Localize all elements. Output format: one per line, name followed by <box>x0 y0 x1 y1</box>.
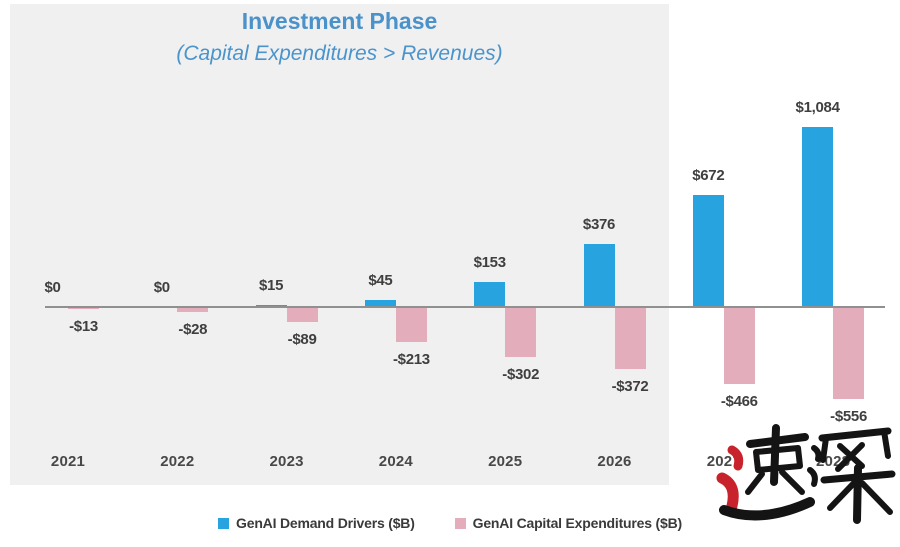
x-axis-tick-2021: 2021 <box>50 453 86 470</box>
capex-swatch-icon <box>454 517 466 529</box>
value-label-demand-2021: $0 <box>44 279 61 296</box>
bar-demand-2026 <box>583 244 615 308</box>
chart-header: Investment Phase (Capital Expenditures >… <box>10 8 669 66</box>
demand-swatch-icon <box>218 517 230 529</box>
value-label-demand-2028: $1,084 <box>795 98 840 116</box>
chart-subtitle: (Capital Expenditures > Revenues) <box>176 42 503 65</box>
bar-capex-2028 <box>833 307 865 400</box>
bar-capex-2026 <box>614 307 646 369</box>
x-axis-tick-2022: 2022 <box>160 453 195 470</box>
value-label-capex-2025: -$302 <box>502 366 540 384</box>
chart-legend: GenAI Demand Drivers ($B) GenAI Capital … <box>0 515 900 531</box>
bar-demand-2028 <box>802 126 834 308</box>
bar-demand-2024 <box>364 299 396 308</box>
value-label-demand-2023: $15 <box>259 276 284 294</box>
value-label-demand-2027: $672 <box>692 167 725 185</box>
legend-item-capex: GenAI Capital Expenditures ($B) <box>454 515 682 531</box>
bar-capex-2025 <box>505 307 537 358</box>
legend-item-demand: GenAI Demand Drivers ($B) <box>218 515 415 531</box>
legend-label-capex: GenAI Capital Expenditures ($B) <box>472 515 682 531</box>
value-label-demand-2026: $376 <box>582 216 616 234</box>
value-label-capex-2021: -$13 <box>69 318 98 336</box>
chart-title: Investment Phase <box>241 8 438 34</box>
value-label-capex-2022: -$28 <box>178 320 208 338</box>
value-label-capex-2023: -$89 <box>287 330 317 348</box>
bar-capex-2021 <box>68 307 99 310</box>
calligraphy-watermark <box>716 424 896 524</box>
value-label-capex-2026: -$372 <box>611 377 649 395</box>
bar-capex-2027 <box>723 307 755 385</box>
bar-demand-2027 <box>692 195 724 308</box>
value-label-demand-2024: $45 <box>368 271 393 289</box>
investment-phase-panel <box>10 4 669 485</box>
x-axis-tick-2024: 2024 <box>378 453 413 470</box>
value-label-demand-2022: $0 <box>153 279 170 296</box>
value-label-capex-2027: -$466 <box>720 393 758 411</box>
bar-capex-2023 <box>286 307 318 322</box>
value-label-capex-2028: -$556 <box>830 408 868 426</box>
x-axis-tick-2027: 2027 <box>706 453 741 470</box>
bar-demand-2025 <box>474 281 506 308</box>
bar-capex-2022 <box>177 307 209 312</box>
bar-capex-2024 <box>395 307 427 343</box>
x-axis-tick-2026: 2026 <box>597 453 632 470</box>
value-label-capex-2024: -$213 <box>392 351 430 369</box>
x-axis-tick-2023: 2023 <box>269 453 304 470</box>
value-label-demand-2025: $153 <box>473 253 506 271</box>
x-axis-line <box>45 306 885 308</box>
legend-label-demand: GenAI Demand Drivers ($B) <box>236 515 415 531</box>
x-axis-tick-2025: 2025 <box>488 453 523 470</box>
